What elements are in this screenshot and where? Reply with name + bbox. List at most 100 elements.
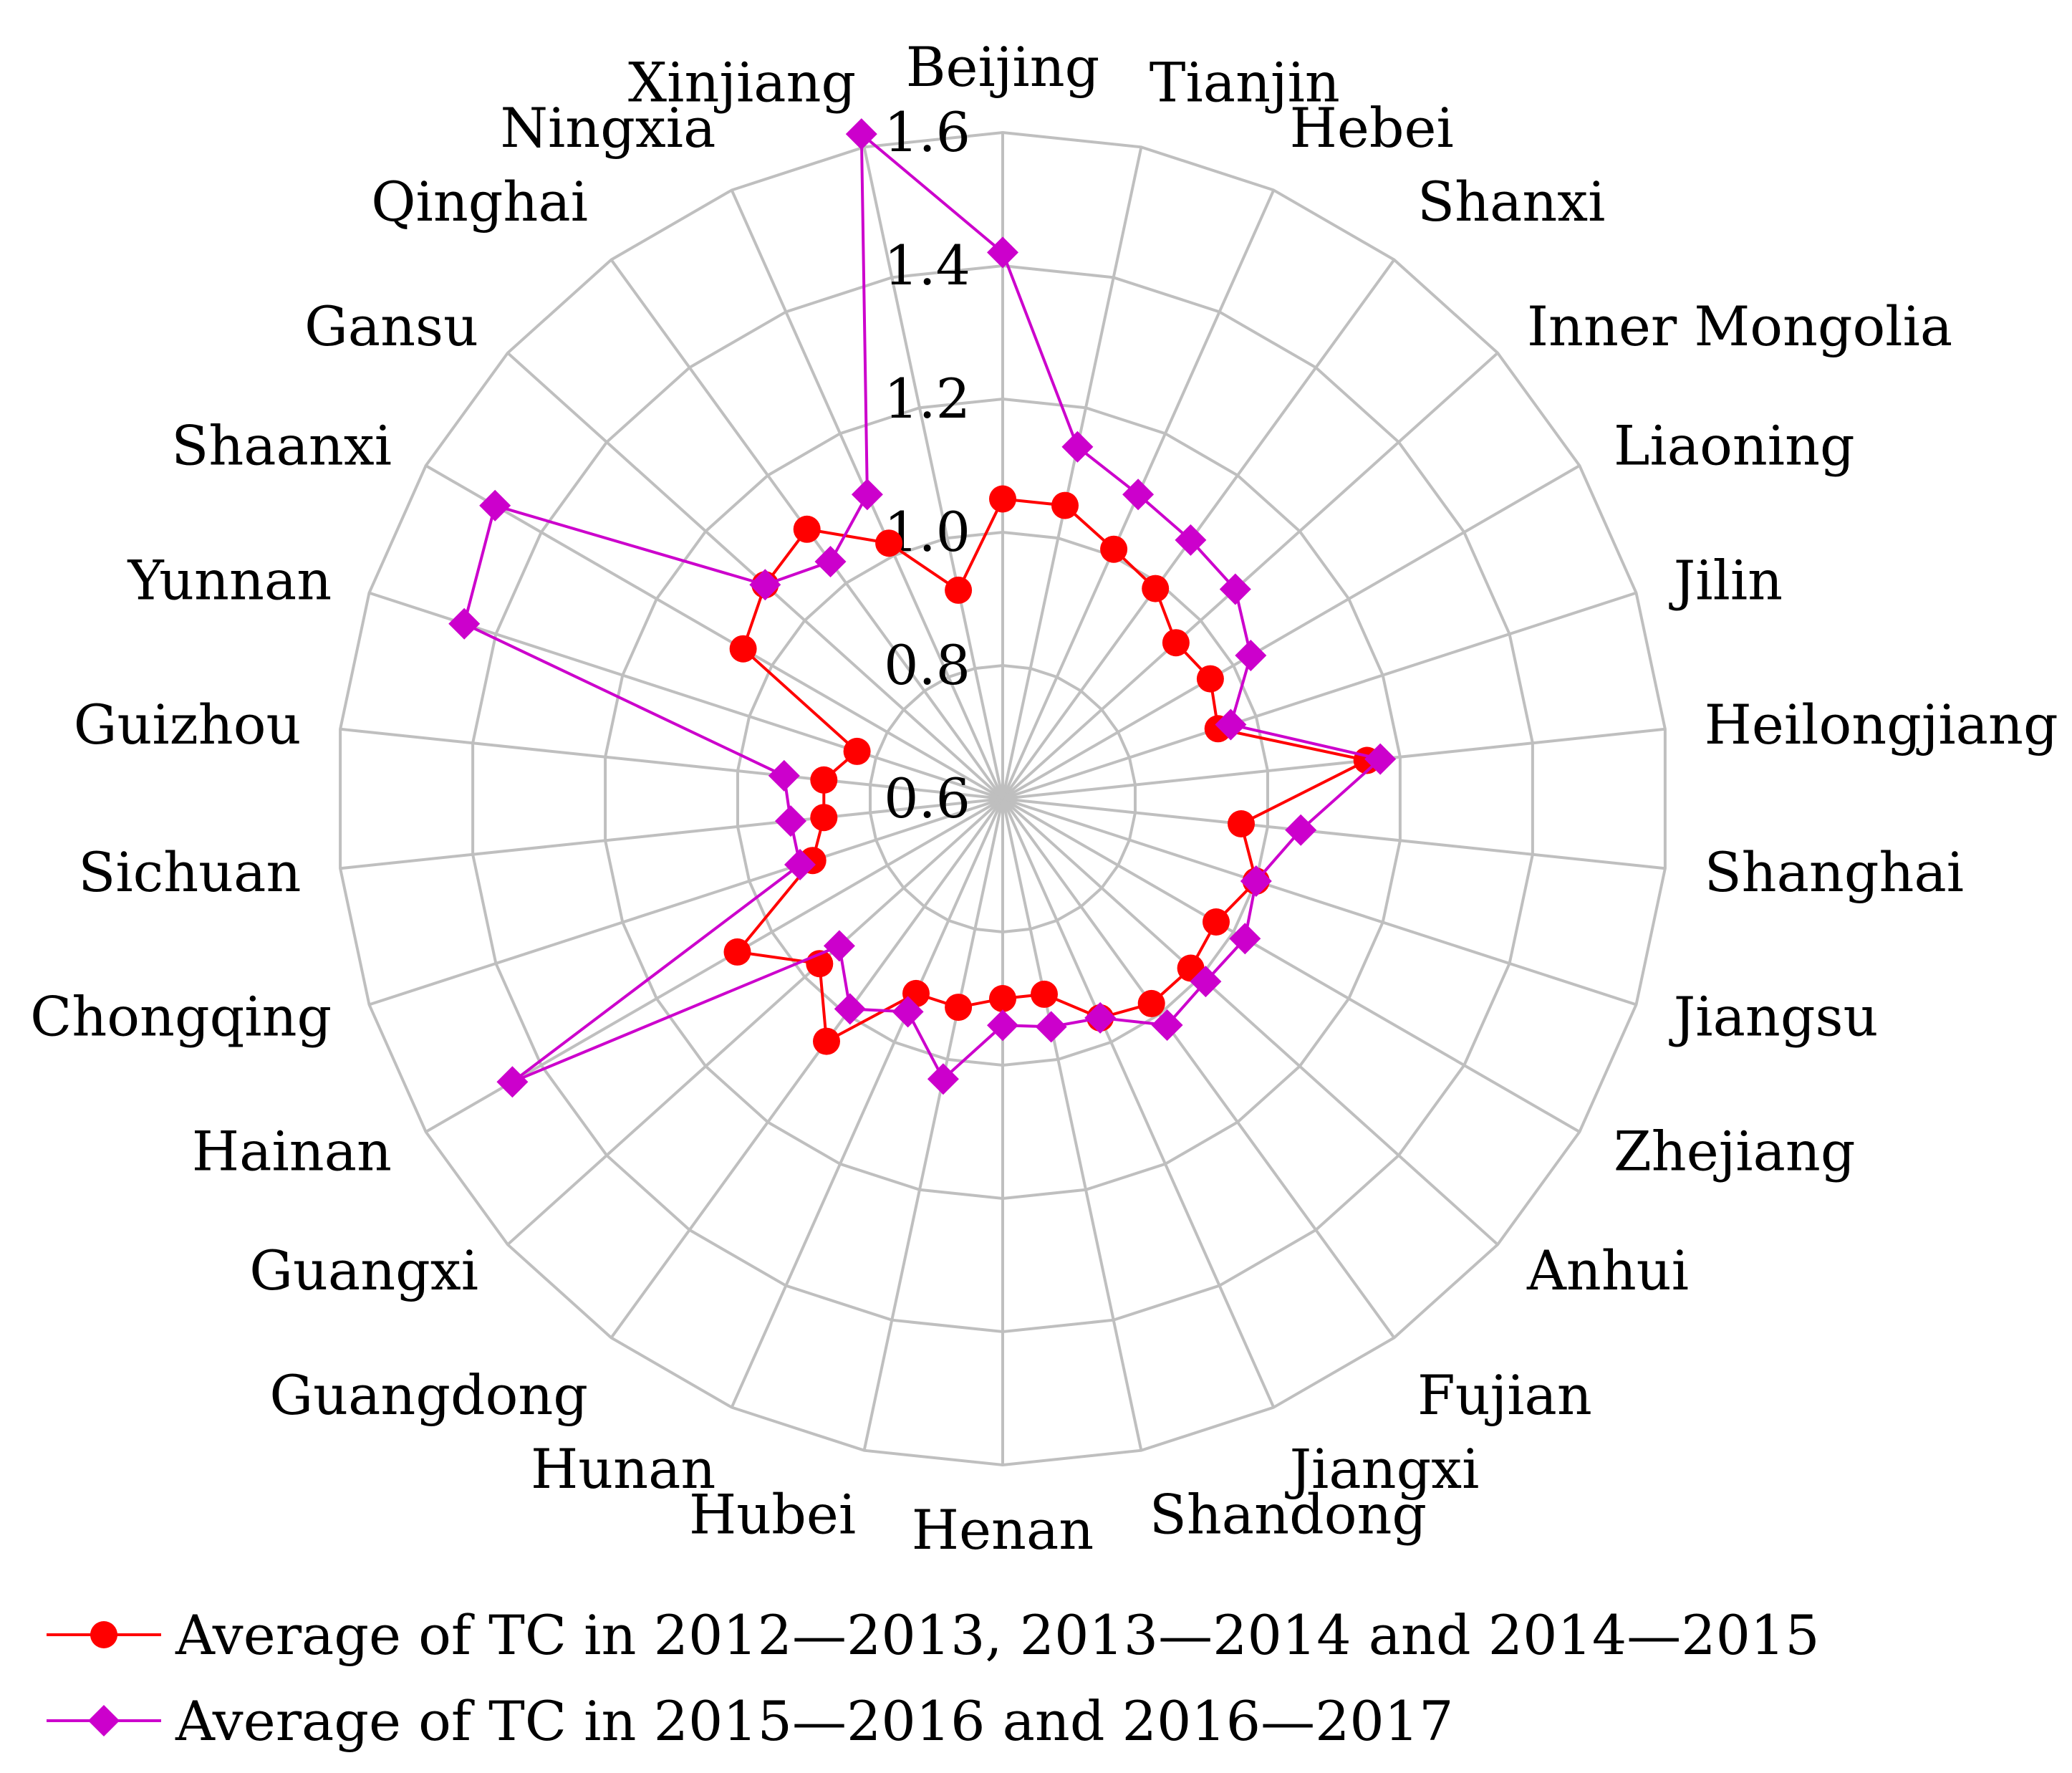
category-label: Hebei [1290,96,1454,160]
data-point [448,607,481,640]
category-label: Xinjiang [628,51,856,115]
radial-tick-labels: 0.6 0.8 1.0 1.2 1.4 1.6 [884,100,970,830]
spoke-line [1001,798,1143,1451]
data-point [834,993,866,1025]
spoke-line [1002,797,1666,870]
data-point [479,489,511,522]
category-label: Inner Mongolia [1527,294,1952,358]
spoke-line [1001,146,1143,799]
legend-marker [90,1621,117,1648]
data-point [1122,479,1155,511]
category-label: Jilin [1669,549,1783,612]
data-point [1196,665,1224,693]
category-label: Zhejiang [1614,1120,1856,1183]
category-label: Beijing [906,35,1100,99]
data-point [875,529,903,557]
data-point [851,479,883,511]
data-point [810,766,838,794]
category-label: Anhui [1526,1239,1689,1302]
legend-item: Average of TC in 2015—2016 and 2016—2017 [47,1689,1453,1753]
radial-tick-label: 0.6 [884,767,970,830]
data-point [723,938,751,966]
data-point [1061,431,1094,463]
legend-label: Average of TC in 2012—2013, 2013—2014 an… [175,1603,1820,1667]
data-point [927,1063,959,1095]
data-point [1229,923,1261,955]
data-point [810,804,838,832]
data-point [987,1009,1018,1042]
data-point [989,985,1016,1012]
category-label: Tianjin [1150,51,1340,115]
category-label: Shanxi [1417,170,1605,234]
legend-item: Average of TC in 2012—2013, 2013—2014 an… [47,1603,1820,1667]
data-series [448,118,1397,1098]
spoke-line [1001,464,1581,800]
data-point [1137,989,1165,1017]
radial-tick-label: 1.2 [884,367,970,431]
category-label: Guangxi [249,1239,478,1302]
spoke-line [1001,797,1499,1246]
spoke-line [506,797,1004,1246]
radar-spokes [339,133,1666,1465]
category-label: Jiangxi [1285,1437,1480,1501]
spoke-line [1001,352,1499,800]
data-point [1219,573,1251,605]
data-point [749,569,781,601]
category-label: Fujian [1417,1363,1592,1427]
category-label: Gansu [304,294,478,358]
category-label: Shandong [1150,1483,1427,1547]
spoke-line [1002,727,1666,800]
data-point [496,1066,529,1098]
category-label: Chongqing [30,984,332,1048]
data-point [1175,524,1207,556]
category-label: Liaoning [1614,414,1855,478]
category-label: Guangdong [269,1363,588,1427]
series-2 [448,118,1397,1098]
category-label: Yunnan [127,549,332,612]
data-point [814,546,847,577]
data-point [784,849,816,880]
data-point [768,759,800,792]
data-point [793,515,821,543]
spoke-line [730,798,1004,1408]
legend: Average of TC in 2012—2013, 2013—2014 an… [47,1603,1820,1753]
data-point [1100,535,1128,563]
data-point [1162,629,1190,657]
data-point [1051,491,1079,519]
spoke-line [1001,797,1396,1339]
category-label: Hunan [531,1437,715,1501]
data-point [1285,814,1317,846]
legend-label: Average of TC in 2015—2016 and 2016—2017 [175,1689,1453,1753]
category-label: Sichuan [78,840,301,904]
data-point [945,576,973,604]
spoke-line [1001,797,1581,1133]
data-point [892,996,924,1028]
spoke-line [339,797,1003,870]
category-label: Ningxia [501,96,716,160]
data-point [1151,1009,1183,1041]
series-1 [723,485,1381,1055]
data-point [823,930,855,962]
data-point [1190,966,1222,998]
data-point [945,994,973,1022]
spoke-line [1001,259,1396,800]
spoke-line [368,797,1003,1006]
category-label: Heilongjiang [1705,693,2058,756]
data-point [1142,575,1170,602]
data-point [1084,1001,1117,1034]
data-point [1240,865,1272,897]
legend-marker [88,1705,120,1736]
radial-tick-label: 0.8 [884,633,970,697]
data-point [1031,980,1058,1008]
spoke-line [862,798,1004,1451]
spoke-line [339,727,1003,800]
radial-tick-label: 1.6 [884,100,970,164]
radial-tick-label: 1.0 [884,500,970,564]
data-point [1364,743,1397,775]
spoke-line [1001,798,1276,1408]
data-point [813,1027,840,1055]
data-point [1035,1011,1067,1043]
category-label: Guizhou [74,693,302,756]
category-label: Hainan [192,1120,392,1183]
